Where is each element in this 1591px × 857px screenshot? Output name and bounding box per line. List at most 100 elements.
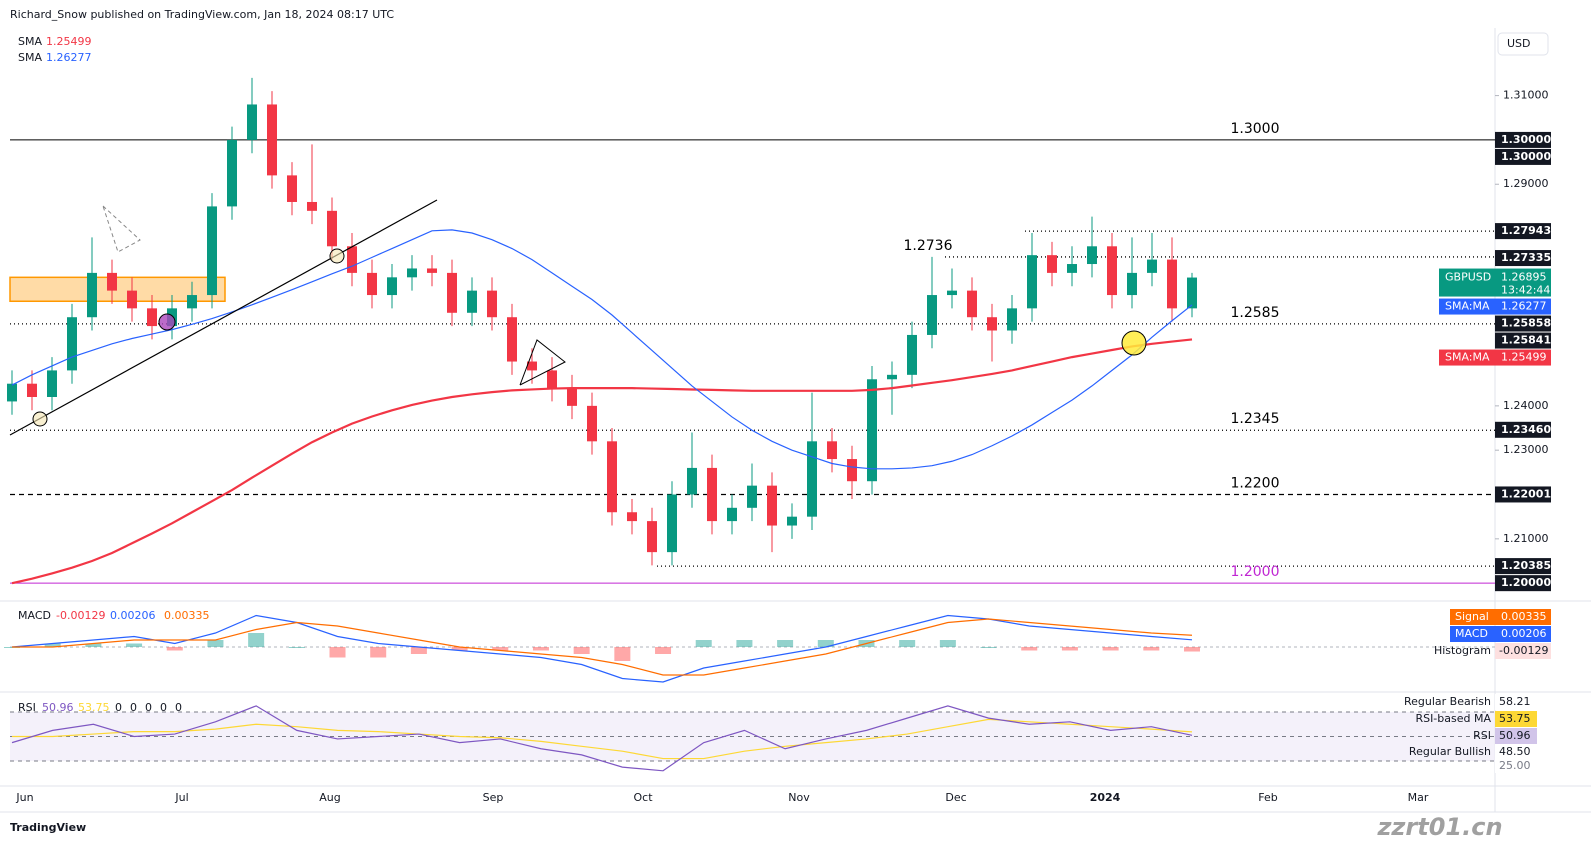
price-tag	[1495, 148, 1551, 165]
candle-body	[487, 290, 497, 318]
legend-value: 53.75	[78, 701, 110, 714]
histogram-bar	[329, 647, 346, 658]
candle-body	[1027, 255, 1037, 309]
price-tag-label: 1.23460	[1501, 423, 1551, 436]
histogram-bar	[1061, 647, 1078, 651]
candle-body	[987, 317, 997, 331]
rsi-tag-value: 48.50	[1499, 745, 1531, 758]
x-tick-label: Feb	[1258, 791, 1277, 804]
level-label: 1.3000	[1231, 121, 1280, 137]
candle-body	[667, 494, 677, 553]
price-tag-label: 1.22001	[1501, 487, 1551, 500]
sma-tag-name: SMA:MA	[1445, 351, 1490, 364]
x-tick-label: Jul	[174, 791, 188, 804]
sma-tag-value: 1.26277	[1501, 300, 1547, 313]
price-tag-label: 1.30000	[1501, 150, 1551, 163]
candle-body	[407, 268, 417, 278]
histogram-bar	[980, 647, 997, 648]
candle-body	[7, 383, 17, 402]
rsi-pane: RSI 50.96 53.75 0 0 0 0 0	[10, 701, 1495, 772]
legend-value: 50.96	[42, 701, 74, 714]
rsi-tag	[1495, 744, 1537, 760]
rsi-tag-name: Regular Bullish	[1409, 745, 1491, 758]
legend-flag: 0	[145, 701, 152, 714]
histogram-bar	[1143, 647, 1160, 651]
price-tag	[1495, 131, 1551, 148]
candle-body	[1127, 272, 1137, 296]
histogram-bar	[44, 643, 61, 647]
price-tag	[1495, 486, 1551, 503]
watermark: zzrt01.cn	[1376, 813, 1502, 841]
candle-body	[127, 290, 137, 309]
legend-value: 1.26277	[46, 51, 92, 64]
candle-body	[687, 467, 697, 495]
histogram-bar	[207, 640, 224, 647]
macd-tag	[1450, 626, 1551, 642]
candle-body	[107, 272, 117, 291]
rsi-band	[10, 712, 1495, 761]
histogram-bar	[817, 640, 834, 647]
price-tag	[1495, 558, 1551, 575]
currency[interactable]: USD	[1507, 37, 1531, 50]
candle-body	[907, 334, 917, 375]
x-tick-label: Sep	[483, 791, 504, 804]
candle-body	[847, 459, 857, 482]
x-tick-label: Mar	[1408, 791, 1429, 804]
candle-body	[947, 290, 957, 296]
price-tag	[1495, 332, 1551, 349]
histogram-bar	[777, 640, 794, 647]
histogram-bar	[288, 647, 305, 648]
candle-body	[747, 485, 757, 508]
flag-pattern	[102, 205, 141, 253]
legend-flag: 0	[160, 701, 167, 714]
price-tag-label: 1.20000	[1501, 576, 1551, 589]
publisher: Richard_Snow published on TradingView.co…	[10, 8, 394, 21]
candle-body	[1007, 308, 1017, 331]
legend-value: 1.25499	[46, 35, 92, 48]
candle-body	[1087, 246, 1097, 265]
price-tag	[1495, 421, 1551, 438]
price-tag-label: 1.25841	[1501, 334, 1551, 347]
candle-body	[627, 512, 637, 522]
touch-marker	[32, 411, 48, 427]
candle-body	[887, 374, 897, 380]
countdown: 13:42:44	[1501, 284, 1550, 297]
cross-marker	[1121, 330, 1147, 356]
rsi-line	[11, 705, 1193, 772]
level-label: 1.2000	[1231, 564, 1280, 580]
candle-body	[527, 361, 537, 371]
currency-button[interactable]	[1497, 32, 1549, 56]
candle-body	[927, 295, 937, 335]
histogram-bar	[736, 640, 753, 647]
y-tick-label: 1.21000	[1503, 532, 1549, 545]
candle-body	[327, 210, 337, 247]
candle-body	[507, 317, 517, 362]
trend-line	[9, 199, 438, 436]
candle-body	[267, 104, 277, 176]
candle-body	[587, 405, 597, 442]
last-price: 1.26895	[1501, 271, 1547, 284]
rsi-tag-value: 53.75	[1499, 712, 1531, 725]
candle-body	[1107, 246, 1117, 296]
histogram-bar	[939, 640, 956, 647]
x-tick-label: Aug	[319, 791, 340, 804]
rsi-tag-name: RSI	[1473, 729, 1491, 742]
candle-body	[547, 370, 557, 389]
y-tick-label: 1.24000	[1503, 399, 1549, 412]
x-tick-label: Dec	[945, 791, 966, 804]
candle-body	[247, 104, 257, 140]
sma-line	[11, 338, 1193, 585]
histogram-bar	[614, 647, 631, 661]
candle-body	[787, 516, 797, 526]
histogram-bar	[655, 647, 672, 654]
level-label: 1.2345	[1231, 411, 1280, 427]
legend-flag: 0	[130, 701, 137, 714]
y-tick-label: 1.31000	[1503, 89, 1549, 102]
candle-body	[1187, 277, 1197, 309]
histogram-bar	[1102, 647, 1119, 651]
histogram-bar	[451, 647, 468, 651]
axis-tags: 1.30000 1.30000 1.27943 1.27335 GBPUSD 1.2689…	[1404, 131, 1551, 773]
legend-value: 0.00206	[110, 609, 156, 622]
candle-body	[347, 246, 357, 273]
candle-body	[447, 272, 457, 313]
